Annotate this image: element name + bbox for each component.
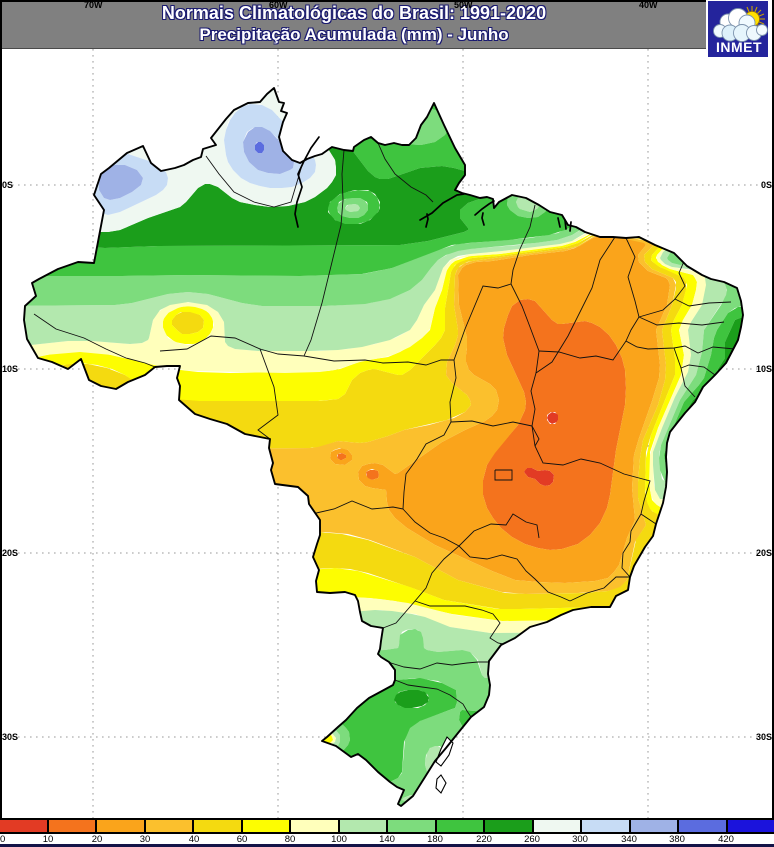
svg-text:10S: 10S <box>2 364 18 374</box>
svg-text:0S: 0S <box>761 180 772 190</box>
svg-text:INMET: INMET <box>716 39 762 55</box>
svg-text:30S: 30S <box>756 732 772 742</box>
svg-text:10S: 10S <box>756 364 772 374</box>
svg-text:20S: 20S <box>2 548 18 558</box>
svg-text:0S: 0S <box>2 180 13 190</box>
svg-text:30S: 30S <box>2 732 18 742</box>
svg-text:20S: 20S <box>756 548 772 558</box>
